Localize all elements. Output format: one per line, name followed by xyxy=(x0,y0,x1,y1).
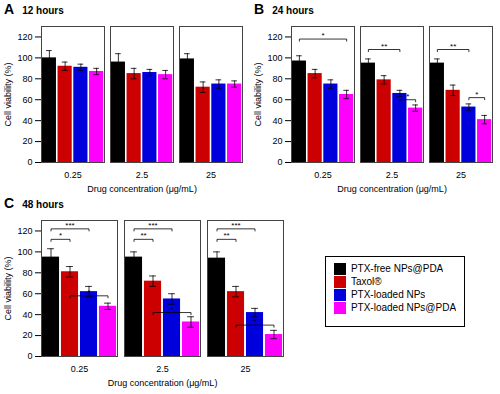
svg-text:***: *** xyxy=(148,221,157,230)
svg-text:100: 100 xyxy=(17,53,32,63)
svg-text:60: 60 xyxy=(272,95,282,105)
svg-text:*: * xyxy=(406,92,409,101)
svg-text:20: 20 xyxy=(272,136,282,146)
svg-text:40: 40 xyxy=(22,116,32,126)
svg-text:Cell viability (%): Cell viability (%) xyxy=(3,62,13,126)
svg-text:***: *** xyxy=(231,221,240,230)
svg-text:20: 20 xyxy=(22,330,32,340)
svg-text:*: * xyxy=(87,288,90,297)
html-text:C: C xyxy=(4,195,15,211)
svg-text:Drug concentration (μg/mL): Drug concentration (μg/mL) xyxy=(337,184,447,194)
html-text:48 hours: 48 hours xyxy=(22,199,64,210)
svg-text:0: 0 xyxy=(27,351,32,361)
svg-text:100: 100 xyxy=(267,53,282,63)
svg-text:25: 25 xyxy=(240,364,250,374)
svg-text:0: 0 xyxy=(27,157,32,167)
svg-text:20: 20 xyxy=(22,136,32,146)
svg-text:120: 120 xyxy=(17,32,32,42)
svg-text:***: *** xyxy=(65,221,74,230)
html-text:B: B xyxy=(254,1,265,17)
svg-text:0: 0 xyxy=(277,157,282,167)
html-text:Taxol®: Taxol® xyxy=(350,276,382,287)
svg-text:40: 40 xyxy=(272,116,282,126)
svg-text:2.5: 2.5 xyxy=(156,364,169,374)
svg-text:2.5: 2.5 xyxy=(136,170,149,180)
html-text:PTX-loaded NPs: PTX-loaded NPs xyxy=(350,289,426,300)
svg-text:**: ** xyxy=(381,42,387,51)
svg-text:Cell viability (%): Cell viability (%) xyxy=(3,256,13,320)
html-text:A: A xyxy=(4,1,15,17)
svg-text:0.25: 0.25 xyxy=(314,170,332,180)
svg-text:**: ** xyxy=(140,231,146,240)
svg-text:80: 80 xyxy=(22,268,32,278)
svg-text:Drug concentration (μg/mL): Drug concentration (μg/mL) xyxy=(108,378,218,388)
html-text:12 hours: 12 hours xyxy=(22,5,64,16)
svg-text:**: ** xyxy=(450,42,456,51)
svg-text:60: 60 xyxy=(22,95,32,105)
svg-text:0.25: 0.25 xyxy=(64,170,82,180)
svg-text:*: * xyxy=(475,90,478,99)
svg-text:120: 120 xyxy=(17,226,32,236)
svg-text:60: 60 xyxy=(22,289,32,299)
html-text:PTX-loaded NPs@PDA: PTX-loaded NPs@PDA xyxy=(350,302,457,313)
svg-text:80: 80 xyxy=(22,74,32,84)
svg-text:*: * xyxy=(321,31,324,40)
svg-text:25: 25 xyxy=(206,170,216,180)
svg-text:Drug concentration (μg/mL): Drug concentration (μg/mL) xyxy=(87,184,197,194)
svg-text:100: 100 xyxy=(17,247,32,257)
svg-text:*: * xyxy=(170,305,173,314)
svg-text:80: 80 xyxy=(272,74,282,84)
svg-text:40: 40 xyxy=(22,310,32,320)
svg-text:120: 120 xyxy=(267,32,282,42)
svg-text:*: * xyxy=(59,231,62,240)
svg-text:Cell viability (%): Cell viability (%) xyxy=(253,62,263,126)
html-text:PTX-free NPs@PDA: PTX-free NPs@PDA xyxy=(350,263,444,274)
svg-text:2.5: 2.5 xyxy=(386,170,399,180)
svg-text:0.25: 0.25 xyxy=(71,364,89,374)
svg-text:25: 25 xyxy=(456,170,466,180)
html-text:24 hours: 24 hours xyxy=(272,5,314,16)
svg-text:**: ** xyxy=(223,231,229,240)
svg-text:*: * xyxy=(253,317,256,326)
